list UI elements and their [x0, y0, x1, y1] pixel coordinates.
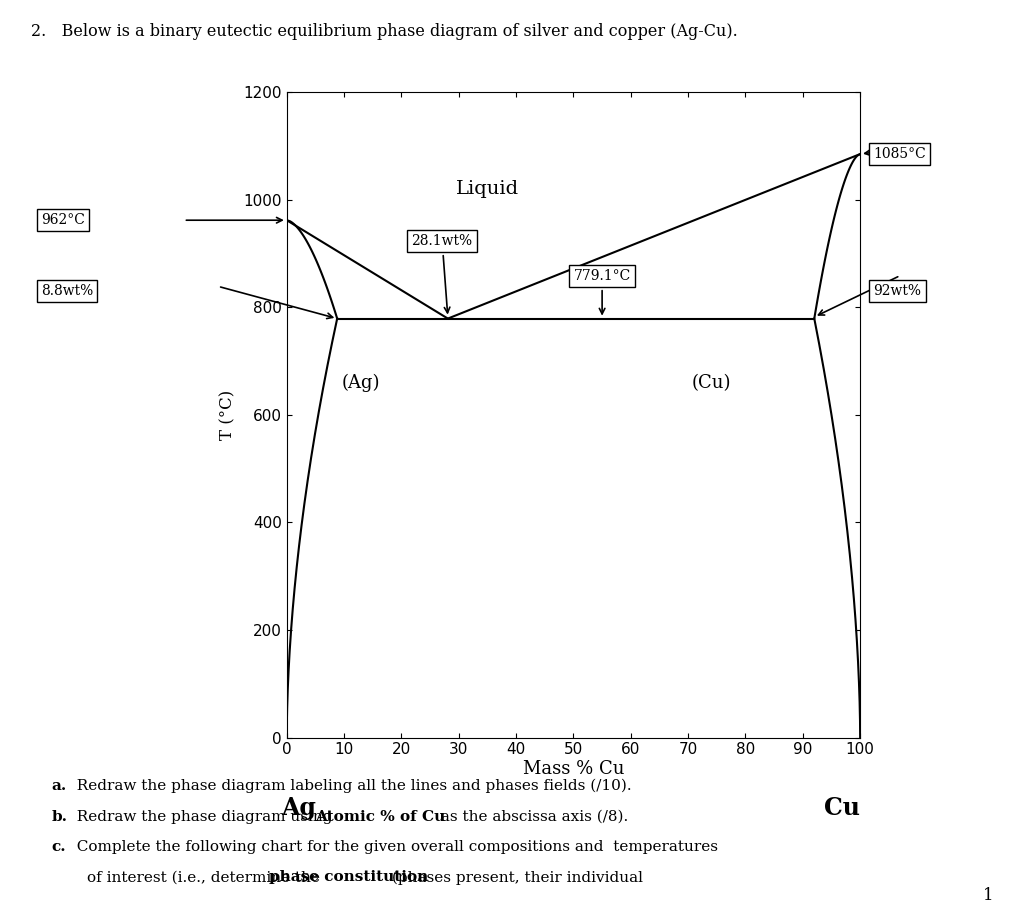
Text: c.: c.: [51, 840, 66, 854]
Text: 1: 1: [983, 887, 993, 904]
Text: b.: b.: [51, 810, 68, 823]
Text: 28.1wt%: 28.1wt%: [412, 234, 473, 313]
Text: 779.1°C: 779.1°C: [573, 269, 631, 313]
Text: a.: a.: [51, 779, 67, 793]
Text: 962°C: 962°C: [41, 213, 85, 227]
Text: Liquid: Liquid: [456, 180, 519, 198]
Text: Complete the following chart for the given overall compositions and  temperature: Complete the following chart for the giv…: [67, 840, 718, 854]
Y-axis label: T (°C): T (°C): [219, 390, 237, 440]
Text: Ag: Ag: [281, 796, 315, 820]
Text: as the abscissa axis (/8).: as the abscissa axis (/8).: [436, 810, 629, 823]
Text: 92wt%: 92wt%: [873, 284, 922, 298]
Text: (phases present, their individual: (phases present, their individual: [387, 870, 643, 885]
Text: 1085°C: 1085°C: [873, 147, 927, 161]
Text: Redraw the phase diagram labeling all the lines and phases fields (/10).: Redraw the phase diagram labeling all th…: [67, 779, 631, 794]
Text: phase constitution: phase constitution: [269, 870, 429, 884]
Text: (Ag): (Ag): [342, 373, 381, 392]
Text: 2.   Below is a binary eutectic equilibrium phase diagram of silver and copper (: 2. Below is a binary eutectic equilibriu…: [31, 23, 737, 40]
X-axis label: Mass % Cu: Mass % Cu: [522, 761, 625, 778]
Text: Atomic % of Cu: Atomic % of Cu: [315, 810, 445, 823]
Text: (Cu): (Cu): [691, 373, 731, 392]
Text: Cu: Cu: [824, 796, 860, 820]
Text: 8.8wt%: 8.8wt%: [41, 284, 93, 298]
Text: of interest (i.e., determine the: of interest (i.e., determine the: [87, 870, 325, 884]
Text: Redraw the phase diagram using: Redraw the phase diagram using: [67, 810, 337, 823]
